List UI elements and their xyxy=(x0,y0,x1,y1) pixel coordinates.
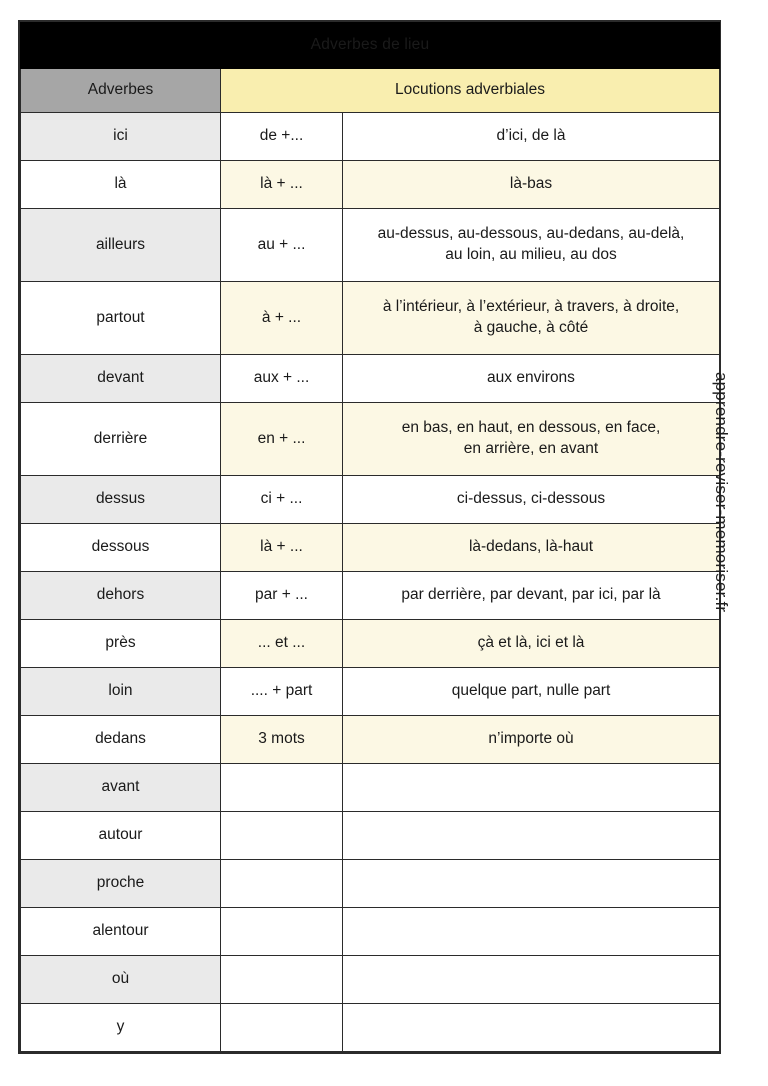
table-row: dedans 3 mots n’importe où xyxy=(20,715,720,764)
table-row: dessous là + ... là-dedans, là-haut xyxy=(20,523,720,572)
table-row: où xyxy=(20,955,720,1004)
table-row: derrière en + ... en bas, en haut, en dess… xyxy=(20,402,720,476)
cell-adverbe: ailleurs xyxy=(20,208,221,282)
cell-locution: à l’intérieur, à l’extérieur, à travers,… xyxy=(342,281,720,355)
cell-adverbe: près xyxy=(20,619,221,668)
locution-line-1: çà et là, ici et là xyxy=(477,634,585,652)
cell-adverbe: dessus xyxy=(20,475,221,524)
cell-formation: en + ... xyxy=(220,402,343,476)
site-watermark: apprendre-reviser-memoriser.fr xyxy=(712,372,731,613)
locution-line-2: au loin, au milieu, au dos xyxy=(445,246,617,263)
table-row: dessus ci + ... ci-dessus, ci-dessous xyxy=(20,475,720,524)
locution-line-1: au-dessus, au-dessous, au-dedans, au-del… xyxy=(377,225,685,243)
locution-line-1: ci-dessus, ci-dessous xyxy=(456,490,606,508)
header-row: Adverbes Locutions adverbiales xyxy=(20,68,720,113)
table-grid: Adverbes de lieu Adverbes Locutions adve… xyxy=(20,22,720,1052)
cell-locution: au-dessus, au-dessous, au-dedans, au-del… xyxy=(342,208,720,282)
locution-line-2: en arrière, en avant xyxy=(463,440,599,457)
cell-adverbe: loin xyxy=(20,667,221,716)
cell-formation: là + ... xyxy=(220,523,343,572)
table-row: devant aux + ... aux environs xyxy=(20,354,720,403)
cell-locution xyxy=(342,859,720,908)
cell-formation xyxy=(220,907,343,956)
locution-line-1: là-bas xyxy=(509,175,553,193)
cell-formation: .... + part xyxy=(220,667,343,716)
cell-locution xyxy=(342,763,720,812)
cell-adverbe: dehors xyxy=(20,571,221,620)
cell-formation xyxy=(220,955,343,1004)
table-row: autour xyxy=(20,811,720,860)
cell-adverbe: là xyxy=(20,160,221,209)
locution-line-1: quelque part, nulle part xyxy=(451,682,611,700)
cell-formation: ci + ... xyxy=(220,475,343,524)
table-row: là là + ... là-bas xyxy=(20,160,720,209)
column-header-adverbes: Adverbes xyxy=(20,68,221,113)
locution-line-1: en bas, en haut, en dessous, en face, xyxy=(401,419,661,437)
cell-formation: aux + ... xyxy=(220,354,343,403)
table-body: Adverbes de lieu Adverbes Locutions adve… xyxy=(20,22,720,1052)
table-row: dehors par + ... par derrière, par devant,… xyxy=(20,571,720,620)
locution-line-1: aux environs xyxy=(487,369,575,387)
cell-formation: à + ... xyxy=(220,281,343,355)
cell-locution: là-bas xyxy=(342,160,720,209)
cell-adverbe: y xyxy=(20,1003,221,1052)
cell-formation: de +... xyxy=(220,112,343,161)
cell-formation xyxy=(220,1003,343,1052)
cell-formation xyxy=(220,763,343,812)
cell-formation: là + ... xyxy=(220,160,343,209)
locution-line-1: par derrière, par devant, par ici, par l… xyxy=(401,586,661,604)
locution-line-1: d’ici, de là xyxy=(496,127,566,145)
cell-adverbe: avant xyxy=(20,763,221,812)
cell-locution xyxy=(342,811,720,860)
cell-locution: çà et là, ici et là xyxy=(342,619,720,668)
table-row: y xyxy=(20,1003,720,1052)
cell-formation: par + ... xyxy=(220,571,343,620)
cell-formation: ... et ... xyxy=(220,619,343,668)
cell-adverbe: dedans xyxy=(20,715,221,764)
page-title: Adverbes de lieu xyxy=(20,22,720,69)
cell-locution: quelque part, nulle part xyxy=(342,667,720,716)
table-row: alentour xyxy=(20,907,720,956)
cell-adverbe: autour xyxy=(20,811,221,860)
cell-formation xyxy=(220,859,343,908)
adverbes-de-lieu-table: Adverbes de lieu Adverbes Locutions adve… xyxy=(18,20,721,1054)
table-row: ici de +... d’ici, de là xyxy=(20,112,720,161)
cell-locution: aux environs xyxy=(342,354,720,403)
cell-adverbe: où xyxy=(20,955,221,1004)
cell-adverbe: devant xyxy=(20,354,221,403)
cell-adverbe: proche xyxy=(20,859,221,908)
locution-line-2: à gauche, à côté xyxy=(473,319,589,336)
table-row: avant xyxy=(20,763,720,812)
cell-adverbe: ici xyxy=(20,112,221,161)
table-row: loin.... + part quelque part, nulle part xyxy=(20,667,720,716)
cell-locution: par derrière, par devant, par ici, par l… xyxy=(342,571,720,620)
cell-adverbe: derrière xyxy=(20,402,221,476)
cell-locution: d’ici, de là xyxy=(342,112,720,161)
table-row: près... et ... çà et là, ici et là xyxy=(20,619,720,668)
table-row: partout à + ... à l’intérieur, à l’extérie… xyxy=(20,281,720,355)
cell-adverbe: dessous xyxy=(20,523,221,572)
cell-formation xyxy=(220,811,343,860)
column-header-locutions: Locutions adverbiales xyxy=(220,68,720,113)
locution-line-1: n’importe où xyxy=(488,730,574,748)
locution-line-1: à l’intérieur, à l’extérieur, à travers,… xyxy=(382,298,680,316)
title-row: Adverbes de lieu xyxy=(20,22,720,69)
cell-locution xyxy=(342,955,720,1004)
table-row: ailleurs au + ... au-dessus, au-dessous, a… xyxy=(20,208,720,282)
cell-locution xyxy=(342,1003,720,1052)
cell-formation: au + ... xyxy=(220,208,343,282)
cell-adverbe: alentour xyxy=(20,907,221,956)
cell-adverbe: partout xyxy=(20,281,221,355)
cell-locution xyxy=(342,907,720,956)
locution-line-1: là-dedans, là-haut xyxy=(468,538,594,556)
table-row: proche xyxy=(20,859,720,908)
cell-locution: là-dedans, là-haut xyxy=(342,523,720,572)
cell-formation: 3 mots xyxy=(220,715,343,764)
cell-locution: n’importe où xyxy=(342,715,720,764)
cell-locution: en bas, en haut, en dessous, en face, en … xyxy=(342,402,720,476)
cell-locution: ci-dessus, ci-dessous xyxy=(342,475,720,524)
